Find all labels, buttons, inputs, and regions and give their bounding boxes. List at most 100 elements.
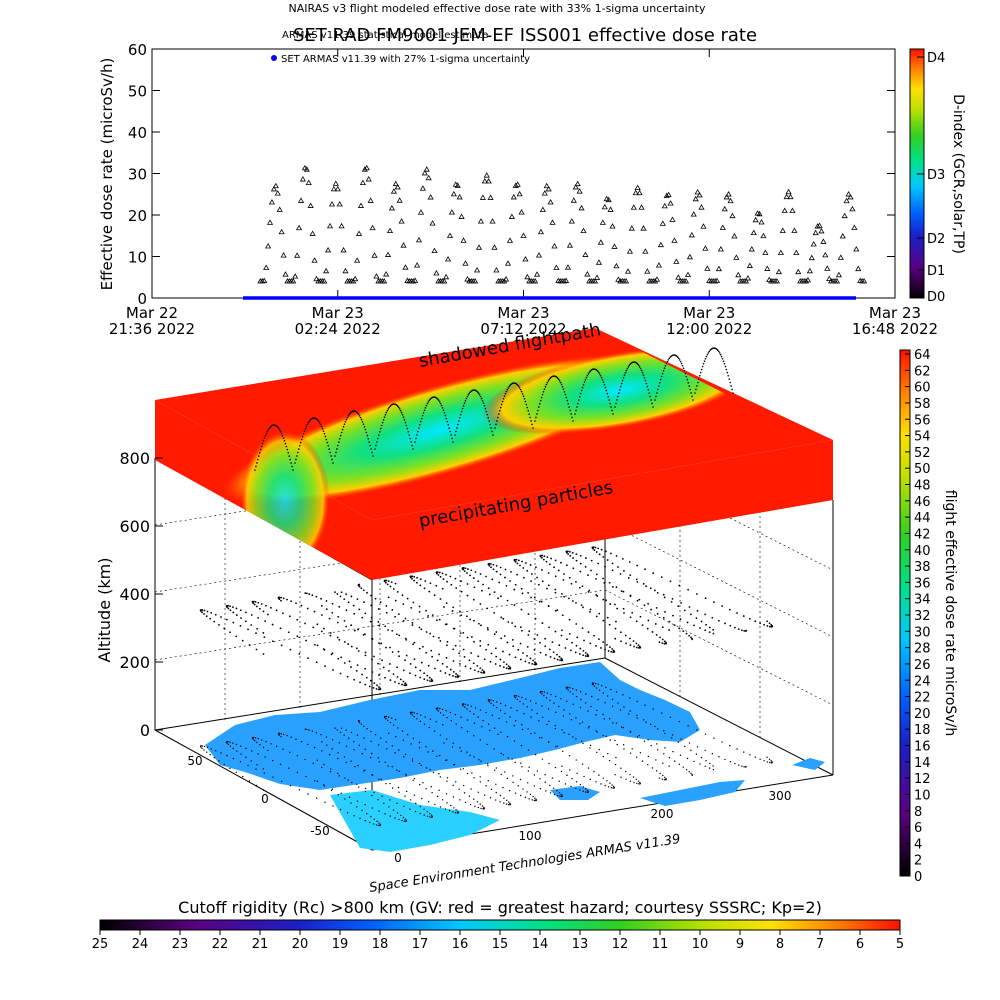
slab-orbit-point bbox=[684, 372, 687, 375]
ground-track-point bbox=[386, 748, 388, 750]
ground-track-point bbox=[677, 741, 680, 743]
ground-track-point bbox=[373, 818, 375, 820]
slab-orbit-point bbox=[478, 394, 481, 396]
slab-orbit-point bbox=[291, 465, 293, 468]
flightpath-point bbox=[608, 581, 611, 584]
ground-track-point bbox=[623, 706, 625, 708]
dose-rate-point bbox=[661, 202, 668, 209]
dose-rate-point bbox=[363, 164, 370, 171]
ground-track-point bbox=[499, 801, 501, 803]
dose-rate-point bbox=[324, 246, 332, 253]
flightpath-point bbox=[473, 640, 475, 643]
flightpath-point bbox=[477, 655, 480, 658]
dindex-colorbar-label: D-index (GCR,solar,TP) bbox=[950, 94, 966, 254]
ground-track-point bbox=[558, 792, 561, 794]
ground-track-point bbox=[381, 795, 383, 798]
ground-track-point bbox=[452, 742, 454, 745]
ground-track-point bbox=[466, 719, 469, 721]
ground-track-point bbox=[729, 744, 731, 747]
dose-rate-point bbox=[334, 185, 341, 192]
dose-rate-point bbox=[597, 239, 604, 245]
ground-track-point bbox=[401, 819, 403, 822]
ground-track-point bbox=[638, 783, 640, 785]
ground-track-point bbox=[364, 804, 366, 806]
flightpath-point bbox=[418, 626, 421, 629]
ground-track-point bbox=[610, 787, 612, 789]
flightpath-point bbox=[606, 559, 609, 561]
longitude-tick-label: 0 bbox=[394, 851, 402, 865]
altitude-tick-label: 600 bbox=[119, 517, 150, 536]
dose-rate-point bbox=[785, 188, 792, 195]
ground-track-point bbox=[647, 763, 649, 766]
flightpath-point bbox=[535, 566, 537, 569]
dose-rate-point bbox=[388, 204, 396, 211]
ground-track-point bbox=[533, 799, 536, 802]
ground-track-point bbox=[454, 812, 457, 814]
dose-rate-point bbox=[808, 254, 815, 261]
ground-track-point bbox=[766, 761, 769, 763]
ground-track-point bbox=[596, 751, 598, 754]
flightpath-point bbox=[754, 620, 757, 623]
flightpath-point bbox=[688, 606, 691, 608]
flightpath-point bbox=[502, 650, 504, 653]
flightpath-point bbox=[589, 608, 592, 611]
world-map-floor bbox=[205, 662, 825, 852]
slab-orbit-point bbox=[421, 414, 424, 417]
flightpath-point bbox=[390, 581, 393, 584]
slab-orbit-point bbox=[503, 395, 506, 397]
ground-track-point bbox=[513, 724, 516, 727]
dose-rate-point bbox=[816, 222, 823, 228]
flightpath-point bbox=[550, 557, 553, 560]
slab-orbit-point bbox=[254, 469, 256, 471]
ground-track-point bbox=[499, 709, 502, 712]
ground-track-point bbox=[598, 774, 600, 776]
dose-rate-point bbox=[400, 242, 407, 248]
slab-orbit-point bbox=[572, 420, 574, 422]
ground-track-point bbox=[498, 717, 500, 720]
ground-track-point bbox=[487, 763, 489, 765]
dose-tick-label: 26 bbox=[914, 658, 931, 673]
ground-track-point bbox=[215, 750, 217, 752]
flightpath-point bbox=[454, 644, 457, 647]
ground-track-point bbox=[229, 745, 232, 747]
ground-track-point bbox=[421, 797, 423, 800]
ground-track-point bbox=[218, 760, 220, 762]
flightpath-point bbox=[495, 655, 498, 658]
continent-greenland bbox=[792, 758, 825, 770]
flightpath-point bbox=[384, 625, 387, 628]
flightpath-point bbox=[264, 620, 267, 622]
slab-orbit-point bbox=[561, 385, 564, 388]
ground-track-point bbox=[466, 751, 468, 753]
flightpath-point bbox=[429, 582, 432, 585]
flightpath-point bbox=[483, 658, 486, 661]
ground-track-point bbox=[380, 778, 383, 781]
ground-track-point bbox=[546, 723, 548, 726]
ground-track-point bbox=[547, 708, 550, 710]
flightpath-point bbox=[536, 634, 539, 636]
dose-tick-label: 34 bbox=[914, 593, 931, 608]
slab-orbit-point bbox=[259, 448, 262, 451]
ground-track-point bbox=[562, 715, 565, 717]
slab-orbit-point bbox=[317, 419, 319, 422]
ground-track-point bbox=[420, 714, 422, 716]
ground-track-point bbox=[340, 792, 342, 795]
ground-track-point bbox=[684, 745, 686, 748]
flightpath-point bbox=[232, 621, 235, 624]
dose-rate-point bbox=[632, 189, 639, 196]
ground-track-point bbox=[664, 732, 666, 735]
ground-track-point bbox=[430, 814, 433, 816]
dose-rate-point bbox=[355, 230, 363, 236]
dose-tick-label: 8 bbox=[914, 805, 922, 820]
ground-track-point bbox=[391, 787, 394, 789]
slab-orbit-point bbox=[466, 395, 469, 398]
flightpath-point bbox=[325, 600, 328, 602]
flightpath-point bbox=[612, 649, 615, 652]
flightpath-point bbox=[659, 636, 661, 639]
dose-rate-point bbox=[398, 218, 405, 224]
slab-orbit-point bbox=[687, 381, 690, 384]
ground-track-point bbox=[638, 734, 641, 737]
slab-orbit-point bbox=[418, 427, 420, 429]
flightpath-point bbox=[608, 623, 611, 626]
flightpath-point bbox=[582, 606, 584, 609]
flightpath-point bbox=[366, 591, 368, 594]
